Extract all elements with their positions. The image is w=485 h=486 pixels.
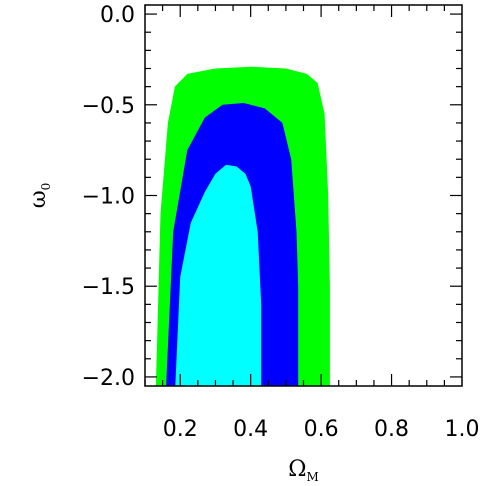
y-tick-label: −1.0 [82,185,135,210]
x-tick-label: 0.6 [304,417,339,442]
axis-ticks [144,5,462,386]
x-tick-label: 0.2 [163,417,198,442]
region-inner [175,164,262,386]
x-tick-label: 0.8 [374,417,409,442]
y-tick-label: −0.5 [82,94,135,119]
confidence-regions [155,66,330,386]
y-tick-label: −2.0 [82,366,135,391]
y-tick-label: 0.0 [100,3,135,28]
x-tick-label: 1.0 [445,417,480,442]
x-axis-label: ΩM [288,457,319,484]
tick-labels: 0.2 0.4 0.6 0.8 1.0 0.0 −0.5 −1.0 −1.5 −2.0 [82,3,480,442]
y-tick-label: −1.5 [82,275,135,300]
x-tick-label: 0.4 [233,417,268,442]
y-axis-label: ω0 [26,183,53,209]
